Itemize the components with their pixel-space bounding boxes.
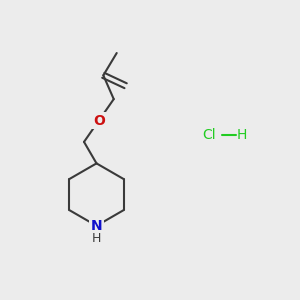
Text: N: N xyxy=(91,219,102,233)
Text: H: H xyxy=(92,232,101,245)
Text: O: O xyxy=(93,113,105,128)
Text: Cl: Cl xyxy=(202,128,216,142)
Text: H: H xyxy=(237,128,247,142)
